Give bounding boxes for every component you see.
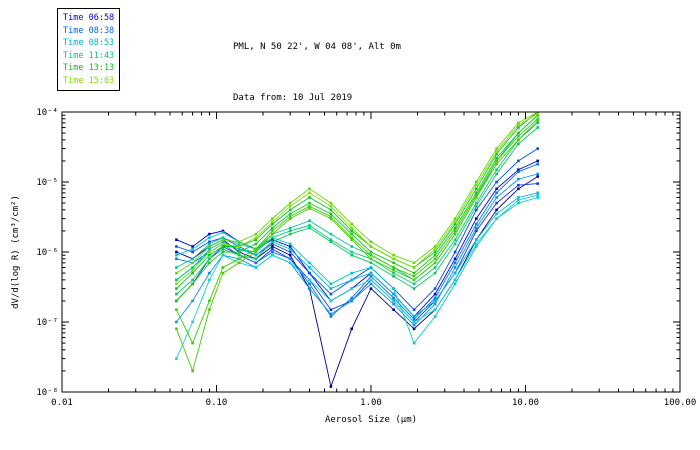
svg-text:10⁻⁸: 10⁻⁸ bbox=[36, 388, 58, 398]
legend-item: Time 13:13 bbox=[63, 63, 115, 73]
plot-header: PML, N 50 22', W 04 08', Alt 0m Data fro… bbox=[233, 5, 401, 141]
svg-text:10.00: 10.00 bbox=[512, 398, 539, 408]
svg-text:10⁻⁶: 10⁻⁶ bbox=[36, 248, 58, 258]
legend-item: Time 11:43 bbox=[63, 50, 115, 61]
svg-text:10⁻⁵: 10⁻⁵ bbox=[36, 178, 58, 188]
legend-item: Time 08:38 bbox=[63, 25, 115, 36]
plot-title: PML, N 50 22', W 04 08', Alt 0m bbox=[233, 42, 401, 52]
svg-text:dV/d(log R) (cm³/cm²): dV/d(log R) (cm³/cm²) bbox=[11, 195, 21, 309]
svg-text:10⁻⁴: 10⁻⁴ bbox=[36, 108, 58, 118]
legend-item: Time 08:53 bbox=[63, 38, 115, 48]
plot-subtitle: Data from: 10 Jul 2019 bbox=[233, 93, 353, 103]
svg-text:1.00: 1.00 bbox=[360, 398, 382, 408]
legend-box: Time 06:58 Time 08:38 Time 08:53 Time 11:43… bbox=[57, 8, 121, 91]
svg-text:Aerosol Size (μm): Aerosol Size (μm) bbox=[325, 415, 417, 425]
svg-text:0.10: 0.10 bbox=[206, 398, 228, 408]
svg-text:100.00: 100.00 bbox=[664, 398, 697, 408]
svg-text:0.01: 0.01 bbox=[51, 398, 73, 408]
legend-item: Time 15:03 bbox=[63, 75, 115, 86]
svg-text:10⁻⁷: 10⁻⁷ bbox=[36, 318, 58, 328]
legend-item: Time 06:58 bbox=[63, 13, 115, 23]
